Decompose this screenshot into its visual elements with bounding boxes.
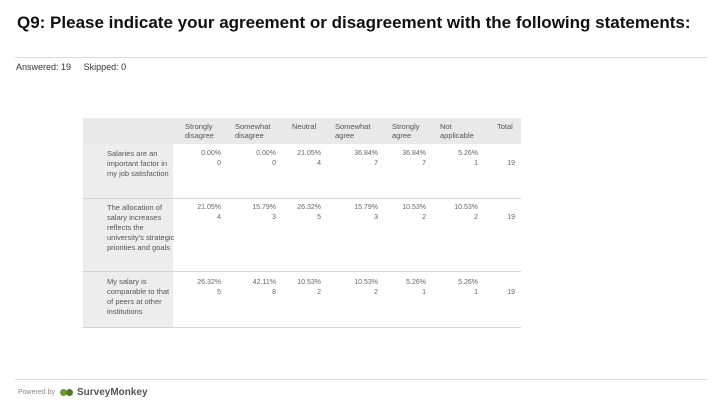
response-summary: Answered: 19 Skipped: 0 [16, 62, 136, 72]
row-total: 19 [507, 214, 515, 221]
table-cell: 10.53% 2 [354, 279, 378, 296]
row-label-shade [83, 272, 173, 327]
footer: Powered by SurveyMonkey [18, 384, 148, 400]
row-divider [83, 198, 521, 199]
table-cell: 15.79% 3 [252, 204, 276, 221]
surveymonkey-logo-icon [59, 388, 74, 397]
row-total: 19 [507, 289, 515, 296]
row-statement: My salary is comparable to that of peers… [107, 277, 170, 316]
row-total: 19 [507, 160, 515, 167]
table-cell: 21.05% 4 [297, 150, 321, 167]
row-divider [83, 271, 521, 272]
column-header-somewhat-agree: Somewhat agree [335, 122, 371, 140]
table-cell: 26.32% 5 [197, 279, 221, 296]
table-cell: 26.32% 5 [297, 204, 321, 221]
title-divider [15, 57, 707, 58]
row-label-shade [83, 144, 173, 198]
table-cell: 0.00% 0 [256, 150, 276, 167]
table-cell: 42.11% 8 [252, 279, 276, 296]
row-statement: Salaries are an important factor in my j… [107, 149, 169, 178]
table-cell: 15.79% 3 [354, 204, 378, 221]
table-cell: 5.26% 1 [406, 279, 426, 296]
footer-divider [15, 379, 707, 380]
column-header-total: Total [497, 122, 513, 131]
table-cell: 10.53% 2 [402, 204, 426, 221]
table-cell: 5.26% 1 [458, 150, 478, 167]
table-header-band [83, 118, 521, 144]
question-title: Q9: Please indicate your agreement or di… [17, 13, 691, 32]
table-cell: 0.00% 0 [201, 150, 221, 167]
row-divider [83, 327, 521, 328]
answered-count: Answered: 19 [16, 62, 72, 72]
surveymonkey-logo-text: SurveyMonkey [76, 386, 148, 398]
column-header-somewhat-disagree: Somewhat disagree [235, 122, 271, 140]
column-header-strongly-agree: Strongly agree [392, 122, 420, 140]
column-header-neutral: Neutral [292, 122, 317, 131]
column-header-strongly-disagree: Strongly disagree [185, 122, 214, 140]
table-cell: 36.84% 7 [402, 150, 426, 167]
table-cell: 10.53% 2 [454, 204, 478, 221]
skipped-count: Skipped: 0 [83, 62, 127, 72]
table-cell: 10.53% 2 [297, 279, 321, 296]
table-cell: 21.05% 4 [197, 204, 221, 221]
column-header-not-applicable: Not applicable [440, 122, 474, 140]
row-statement: The allocation of salary increases refle… [107, 203, 175, 252]
table-cell: 36.84% 7 [354, 150, 378, 167]
powered-by-label: Powered by [18, 388, 55, 396]
row-label-shade [83, 199, 173, 271]
table-cell: 5.26% 1 [458, 279, 478, 296]
